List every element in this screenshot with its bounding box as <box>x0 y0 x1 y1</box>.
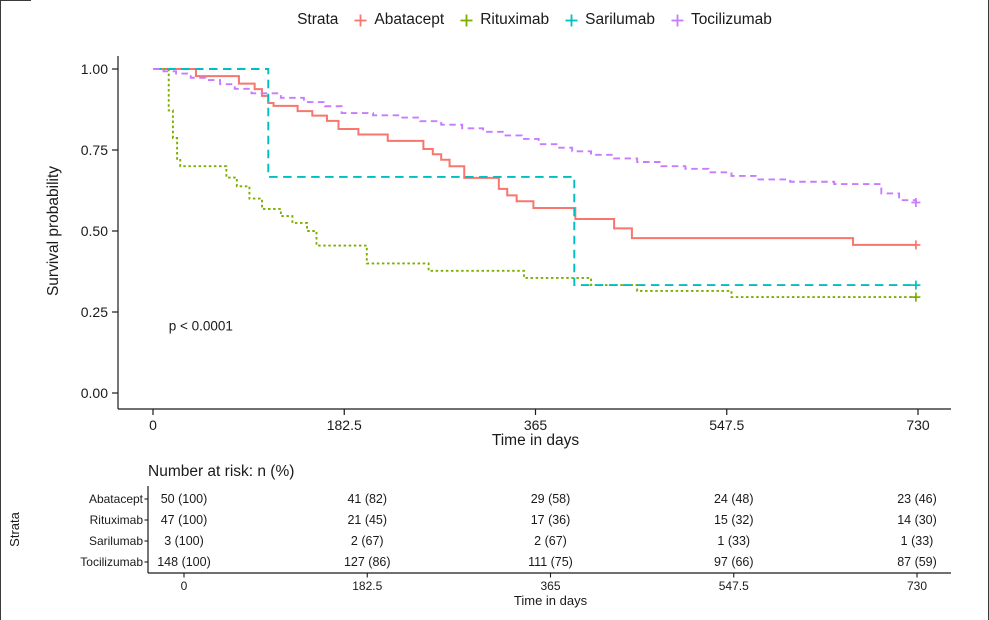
risk-x-tick-label: 730 <box>907 579 927 593</box>
survival-curve-rituximab <box>153 68 916 299</box>
censor-plus-icon <box>354 14 367 26</box>
legend: Strata Abatacept Rituximab Sarilumab Tocili… <box>118 11 951 29</box>
legend-item-tocilizumab: Tocilizumab <box>670 11 772 29</box>
risk-x-tick-label: 365 <box>540 579 560 593</box>
risk-table-cell: 1 (33) <box>717 534 750 548</box>
x-tick-label: 182.5 <box>327 417 362 433</box>
risk-table-cell: 1 (33) <box>901 534 934 548</box>
y-tick-label: 0.25 <box>81 304 108 320</box>
risk-table-cell: 29 (58) <box>531 492 571 506</box>
legend-item-label: Tocilizumab <box>690 11 772 28</box>
risk-table-cell: 21 (45) <box>347 513 387 527</box>
risk-row-label: Sarilumab <box>89 534 143 548</box>
risk-table-title: Number at risk: n (%) <box>148 463 294 480</box>
x-tick-label: 730 <box>906 417 930 433</box>
risk-table-cell: 97 (66) <box>714 555 754 569</box>
legend-item-label: Sarilumab <box>585 11 655 28</box>
risk-table-cell: 148 (100) <box>157 555 211 569</box>
risk-table-cell: 3 (100) <box>164 534 204 548</box>
risk-row-label: Abatacept <box>89 492 144 506</box>
censor-plus-icon <box>565 14 578 26</box>
legend-item-sarilumab: Sarilumab <box>564 11 655 29</box>
censor-plus-icon <box>460 14 473 26</box>
risk-table-cell: 41 (82) <box>347 492 387 506</box>
legend-item-rituximab: Rituximab <box>459 11 549 29</box>
risk-table-cell: 23 (46) <box>897 492 937 506</box>
risk-x-tick-label: 0 <box>181 579 188 593</box>
risk-table-cell: 127 (86) <box>344 555 391 569</box>
x-tick-label: 0 <box>149 417 157 433</box>
risk-table-cell: 24 (48) <box>714 492 754 506</box>
survival-curve-abatacept <box>153 68 916 246</box>
risk-row-label: Rituximab <box>90 513 144 527</box>
censor-mark-tocilizumab <box>911 197 921 207</box>
censor-mark-sarilumab <box>911 280 921 290</box>
legend-item-label: Abatacept <box>374 11 445 28</box>
y-tick-label: 1.00 <box>81 61 108 77</box>
legend-item-abatacept: Abatacept <box>353 11 444 29</box>
risk-x-tick-label: 182.5 <box>352 579 382 593</box>
risk-strata-title: Strata <box>7 511 22 546</box>
risk-table-cell: 14 (30) <box>897 513 937 527</box>
risk-x-tick-label: 547.5 <box>719 579 749 593</box>
frame-edge <box>1 0 31 1</box>
x-tick-label: 365 <box>524 417 548 433</box>
risk-row-label: Tocilizumab <box>80 555 143 569</box>
risk-table-cell: 15 (32) <box>714 513 754 527</box>
censor-mark-abatacept <box>911 240 921 250</box>
survival-curve-tocilizumab <box>153 68 917 203</box>
x-axis-title: Time in days <box>492 432 580 449</box>
legend-item-label: Rituximab <box>480 11 550 28</box>
y-tick-label: 0.00 <box>81 385 108 401</box>
risk-table-cell: 111 (75) <box>528 555 573 569</box>
risk-table-cell: 47 (100) <box>161 513 208 527</box>
risk-table-cell: 17 (36) <box>531 513 571 527</box>
risk-table-cell: 87 (59) <box>897 555 937 569</box>
risk-table-cell: 2 (67) <box>351 534 384 548</box>
censor-plus-icon <box>671 14 684 26</box>
y-axis-title: Survival probability <box>45 166 62 296</box>
survival-curve-sarilumab <box>153 68 916 287</box>
risk-table-cell: 50 (100) <box>161 492 208 506</box>
y-tick-label: 0.50 <box>81 223 108 239</box>
p-value-annotation: p < 0.0001 <box>169 319 233 334</box>
risk-x-axis-title: Time in days <box>514 593 588 608</box>
risk-table-cell: 2 (67) <box>534 534 567 548</box>
y-tick-label: 0.75 <box>81 142 108 158</box>
legend-title: Strata <box>297 11 339 28</box>
censor-mark-rituximab <box>911 292 921 302</box>
x-tick-label: 547.5 <box>709 417 744 433</box>
